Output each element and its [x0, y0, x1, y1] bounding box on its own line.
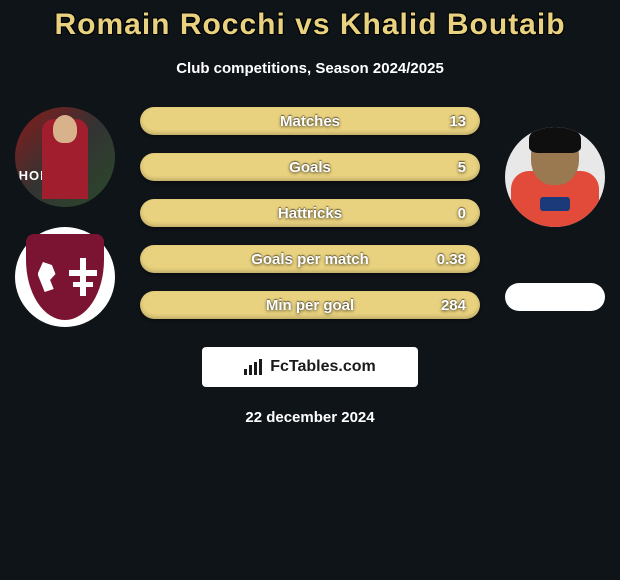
player2-column — [500, 107, 610, 311]
main-layout: Matches 13 Goals 5 Hattricks 0 Goals per… — [0, 107, 620, 327]
stat-label: Goals per match — [251, 251, 369, 268]
player2-avatar — [505, 127, 605, 227]
player1-avatar — [15, 107, 115, 207]
brand-badge: FcTables.com — [202, 347, 418, 387]
brand-text: FcTables.com — [270, 358, 376, 376]
stat-value: 5 — [458, 159, 466, 176]
stat-label: Matches — [280, 113, 340, 130]
stat-bar-goals: Goals 5 — [140, 153, 480, 181]
stat-label: Min per goal — [266, 297, 354, 314]
stat-bar-hattricks: Hattricks 0 — [140, 199, 480, 227]
player1-club-emblem — [15, 227, 115, 327]
cross-lorraine-icon — [69, 256, 97, 298]
stat-label: Goals — [289, 159, 331, 176]
root: Romain Rocchi vs Khalid Boutaib Club com… — [0, 0, 620, 426]
dragon-icon — [34, 256, 62, 298]
fc-metz-shield-icon — [26, 234, 104, 320]
bar-chart-icon — [244, 359, 264, 375]
stat-bar-goals-per-match: Goals per match 0.38 — [140, 245, 480, 273]
stat-bar-min-per-goal: Min per goal 284 — [140, 291, 480, 319]
stat-value: 0 — [458, 205, 466, 222]
stat-bar-matches: Matches 13 — [140, 107, 480, 135]
stat-value: 0.38 — [437, 251, 466, 268]
page-subtitle: Club competitions, Season 2024/2025 — [0, 60, 620, 77]
page-title: Romain Rocchi vs Khalid Boutaib — [0, 8, 620, 42]
player2-club-emblem — [505, 283, 605, 311]
stats-bars: Matches 13 Goals 5 Hattricks 0 Goals per… — [140, 107, 480, 319]
stat-value: 13 — [449, 113, 466, 130]
stat-value: 284 — [441, 297, 466, 314]
date-text: 22 december 2024 — [0, 409, 620, 426]
stat-label: Hattricks — [278, 205, 342, 222]
player1-column — [10, 107, 120, 327]
